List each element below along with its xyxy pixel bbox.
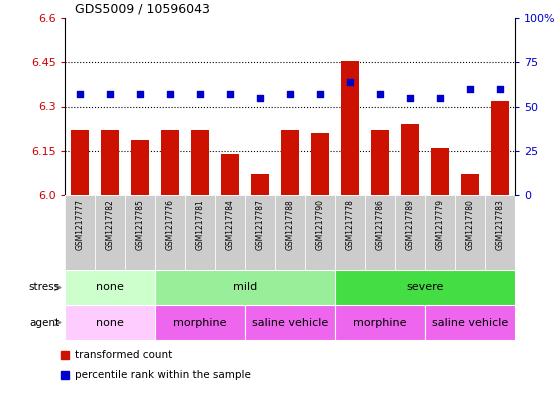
Point xyxy=(465,86,474,92)
Bar xyxy=(101,130,119,195)
Point xyxy=(496,86,505,92)
Bar xyxy=(395,195,425,270)
Bar xyxy=(65,195,95,270)
Bar xyxy=(251,174,269,195)
Bar xyxy=(65,270,155,305)
Point xyxy=(195,91,204,97)
Bar xyxy=(95,195,125,270)
Point xyxy=(346,79,354,85)
Text: mild: mild xyxy=(233,283,257,292)
Text: GSM1217790: GSM1217790 xyxy=(315,199,324,250)
Text: saline vehicle: saline vehicle xyxy=(252,318,328,327)
Bar xyxy=(71,130,89,195)
Bar xyxy=(155,195,185,270)
Text: GSM1217780: GSM1217780 xyxy=(465,199,474,250)
Text: none: none xyxy=(96,318,124,327)
Point xyxy=(405,94,414,101)
Text: GSM1217779: GSM1217779 xyxy=(436,199,445,250)
Point xyxy=(286,91,295,97)
Text: GSM1217786: GSM1217786 xyxy=(376,199,385,250)
Text: morphine: morphine xyxy=(173,318,227,327)
Bar xyxy=(485,195,515,270)
Bar xyxy=(431,148,449,195)
Text: GSM1217785: GSM1217785 xyxy=(136,199,144,250)
Bar xyxy=(305,195,335,270)
Bar xyxy=(161,130,179,195)
Bar xyxy=(425,195,455,270)
Text: GSM1217787: GSM1217787 xyxy=(255,199,264,250)
Text: GDS5009 / 10596043: GDS5009 / 10596043 xyxy=(75,3,210,16)
Point xyxy=(105,91,114,97)
Text: transformed count: transformed count xyxy=(75,350,172,360)
Bar xyxy=(371,130,389,195)
Text: GSM1217789: GSM1217789 xyxy=(405,199,414,250)
Bar xyxy=(365,195,395,270)
Bar xyxy=(335,305,425,340)
Bar xyxy=(335,270,515,305)
Bar xyxy=(125,195,155,270)
Bar xyxy=(65,305,155,340)
Point xyxy=(376,91,385,97)
Bar xyxy=(311,133,329,195)
Point xyxy=(166,91,175,97)
Bar xyxy=(245,195,275,270)
Text: agent: agent xyxy=(30,318,60,327)
Text: morphine: morphine xyxy=(353,318,407,327)
Text: percentile rank within the sample: percentile rank within the sample xyxy=(75,370,251,380)
Bar xyxy=(191,130,209,195)
Text: GSM1217781: GSM1217781 xyxy=(195,199,204,250)
Bar xyxy=(401,124,419,195)
Text: GSM1217783: GSM1217783 xyxy=(496,199,505,250)
Text: GSM1217782: GSM1217782 xyxy=(105,199,114,250)
Text: saline vehicle: saline vehicle xyxy=(432,318,508,327)
Text: severe: severe xyxy=(407,283,444,292)
Text: GSM1217788: GSM1217788 xyxy=(286,199,295,250)
Point xyxy=(255,94,264,101)
Bar xyxy=(155,305,245,340)
Bar xyxy=(341,61,359,195)
Bar xyxy=(281,130,299,195)
Text: GSM1217776: GSM1217776 xyxy=(166,199,175,250)
Bar xyxy=(185,195,215,270)
Point xyxy=(226,91,235,97)
Text: GSM1217777: GSM1217777 xyxy=(76,199,85,250)
Bar xyxy=(455,195,485,270)
Text: GSM1217778: GSM1217778 xyxy=(346,199,354,250)
Bar xyxy=(221,154,239,195)
Text: none: none xyxy=(96,283,124,292)
Bar xyxy=(245,305,335,340)
Bar xyxy=(425,305,515,340)
Point xyxy=(76,91,85,97)
Bar xyxy=(461,174,479,195)
Bar xyxy=(215,195,245,270)
Bar xyxy=(335,195,365,270)
Bar xyxy=(275,195,305,270)
Text: stress: stress xyxy=(29,283,60,292)
Point xyxy=(136,91,144,97)
Text: GSM1217784: GSM1217784 xyxy=(226,199,235,250)
Point xyxy=(315,91,324,97)
Bar xyxy=(155,270,335,305)
Bar xyxy=(131,140,149,195)
Bar xyxy=(491,101,509,195)
Point xyxy=(436,94,445,101)
